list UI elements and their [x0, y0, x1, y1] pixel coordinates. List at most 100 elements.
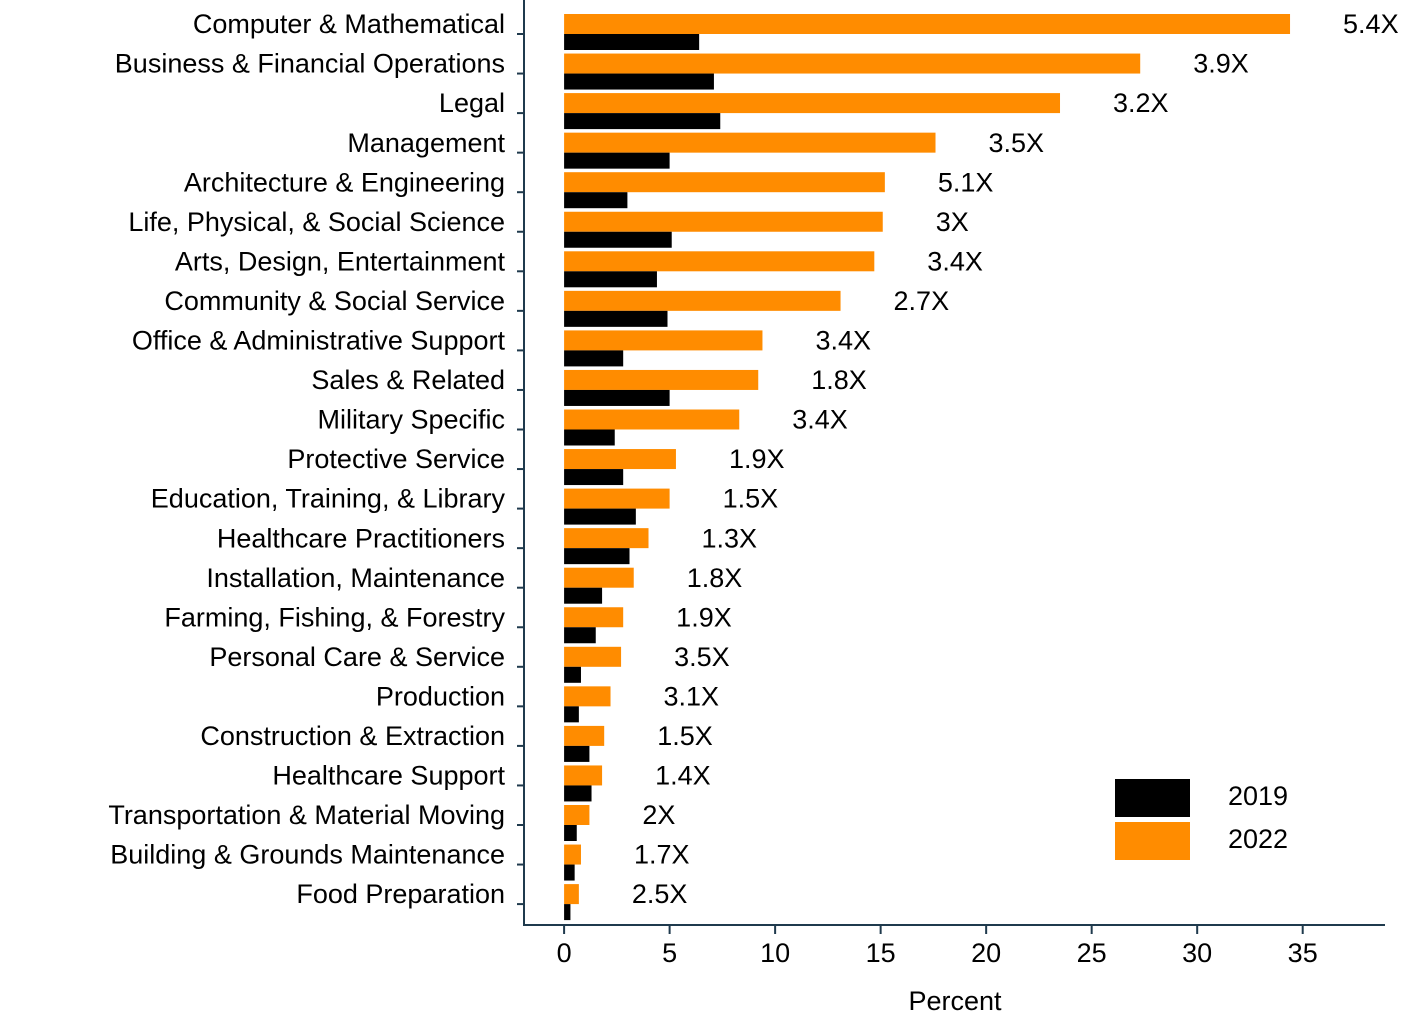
y-tick-label: Building & Grounds Maintenance — [110, 840, 505, 870]
bar-2022 — [564, 805, 590, 825]
y-tick-label: Architecture & Engineering — [184, 167, 505, 197]
ratio-annotation: 1.3X — [702, 523, 758, 553]
ratio-annotation: 3.4X — [927, 246, 983, 276]
bar-2019 — [564, 350, 624, 367]
ratio-annotation: 3.5X — [989, 128, 1045, 158]
bar-2022 — [564, 725, 605, 746]
bar-2019 — [564, 706, 579, 723]
bar-2022 — [564, 93, 1061, 114]
bar-2022 — [564, 330, 763, 351]
bar-2022 — [564, 449, 676, 470]
bar-2022 — [564, 53, 1141, 74]
x-tick-label: 25 — [1077, 938, 1107, 968]
y-tick-label: Legal — [439, 88, 505, 118]
bar-2022 — [564, 251, 875, 272]
bar-2019 — [564, 192, 628, 209]
x-tick-label: 15 — [866, 938, 896, 968]
y-tick-label: Food Preparation — [296, 879, 505, 909]
bar-2019 — [564, 825, 577, 841]
x-tick-label: 0 — [557, 938, 572, 968]
bar-2019 — [564, 73, 714, 90]
bar-2019 — [564, 271, 657, 288]
legend-label: 2022 — [1228, 824, 1288, 854]
bar-2019 — [564, 904, 571, 921]
legend-swatch — [1115, 779, 1190, 817]
ratio-annotation: 3X — [936, 207, 969, 237]
bar-2022 — [564, 686, 611, 707]
bar-2022 — [564, 369, 759, 390]
bar-2022 — [564, 844, 581, 865]
bar-2019 — [564, 548, 630, 565]
ratio-annotation: 3.1X — [664, 681, 720, 711]
x-tick-label: 5 — [662, 938, 677, 968]
legend-swatch — [1115, 822, 1190, 860]
bar-2022 — [564, 132, 936, 153]
y-tick-label: Office & Administrative Support — [132, 326, 506, 356]
ratio-annotation: 1.8X — [811, 365, 867, 395]
y-tick-label: Sales & Related — [311, 365, 505, 395]
ratio-annotation: 3.4X — [792, 405, 848, 435]
bar-2022 — [564, 765, 603, 786]
bar-2022 — [564, 884, 579, 905]
bar-2022 — [564, 567, 634, 588]
y-tick-label: Farming, Fishing, & Forestry — [164, 602, 505, 632]
x-tick-label: 10 — [760, 938, 790, 968]
ratio-annotation: 2.5X — [632, 879, 688, 909]
bar-2019 — [564, 34, 700, 50]
bar-2019 — [564, 587, 603, 604]
bar-2022 — [564, 409, 740, 430]
bar-2019 — [564, 389, 670, 406]
x-tick-label: 35 — [1288, 938, 1318, 968]
bar-2019 — [564, 469, 624, 486]
x-tick-label: 20 — [971, 938, 1001, 968]
bar-2022 — [564, 488, 670, 509]
y-tick-label: Community & Social Service — [164, 286, 505, 316]
y-tick-label: Computer & Mathematical — [193, 9, 505, 39]
ratio-annotation: 1.8X — [687, 563, 743, 593]
ratio-annotation: 5.1X — [938, 167, 994, 197]
y-tick-label: Transportation & Material Moving — [108, 800, 505, 830]
y-tick-label: Healthcare Practitioners — [217, 523, 505, 553]
bar-2022 — [564, 172, 885, 193]
bar-2019 — [564, 745, 590, 762]
ratio-annotation: 3.5X — [674, 642, 730, 672]
ratio-annotation: 1.4X — [655, 761, 711, 791]
ratio-annotation: 3.2X — [1113, 88, 1169, 118]
bar-2022 — [564, 528, 649, 549]
bar-2022 — [564, 14, 1291, 34]
y-tick-label: Education, Training, & Library — [151, 484, 506, 514]
bar-2019 — [564, 864, 575, 881]
ratio-annotation: 1.9X — [729, 444, 785, 474]
y-tick-label: Healthcare Support — [272, 761, 505, 791]
bar-2019 — [564, 310, 668, 327]
ratio-annotation: 3.9X — [1193, 49, 1249, 79]
ratio-annotation: 1.5X — [723, 484, 779, 514]
bar-2019 — [564, 666, 581, 683]
bar-2019 — [564, 231, 672, 248]
ratio-annotation: 3.4X — [815, 326, 871, 356]
y-tick-label: Protective Service — [287, 444, 505, 474]
y-tick-label: Business & Financial Operations — [115, 49, 505, 79]
y-tick-label: Production — [376, 681, 505, 711]
bar-2019 — [564, 508, 636, 525]
ratio-annotation: 1.9X — [676, 602, 732, 632]
bar-2019 — [564, 113, 721, 130]
bar-2022 — [564, 290, 841, 311]
bar-2019 — [564, 152, 670, 169]
ratio-annotation: 2X — [642, 800, 675, 830]
x-axis-label: Percent — [908, 986, 1002, 1016]
bar-2019 — [564, 429, 615, 446]
ratio-annotation: 1.5X — [657, 721, 713, 751]
bar-2022 — [564, 607, 624, 628]
x-tick-label: 30 — [1182, 938, 1212, 968]
y-tick-label: Arts, Design, Entertainment — [175, 246, 506, 276]
bar-2019 — [564, 627, 596, 644]
y-tick-label: Installation, Maintenance — [206, 563, 505, 593]
y-tick-label: Life, Physical, & Social Science — [128, 207, 505, 237]
y-tick-label: Construction & Extraction — [200, 721, 505, 751]
bar-2019 — [564, 785, 592, 802]
y-tick-label: Military Specific — [317, 405, 505, 435]
bar-2022 — [564, 646, 622, 667]
